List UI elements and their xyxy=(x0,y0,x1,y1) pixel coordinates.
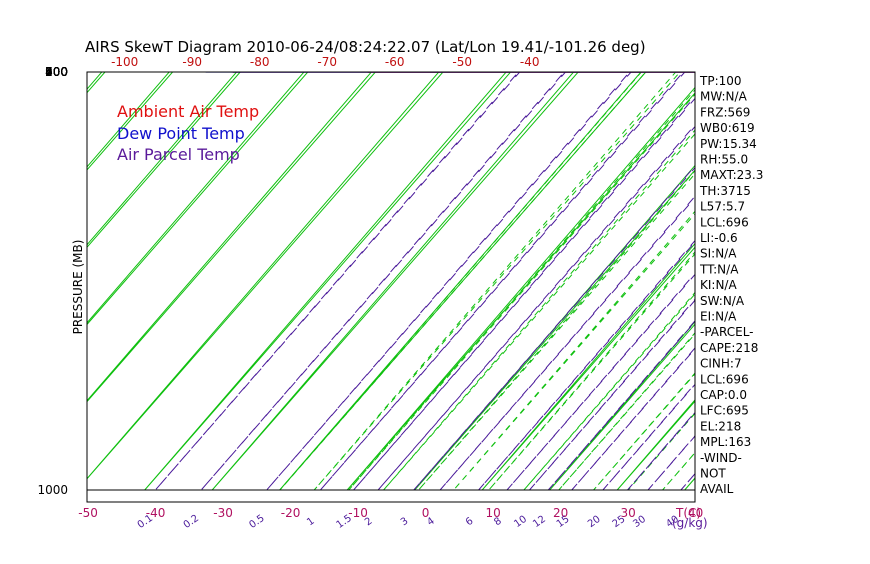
index-label: CINH:7 xyxy=(700,357,742,371)
index-label: RH:55.0 xyxy=(700,153,748,167)
index-label: FRZ:569 xyxy=(700,105,750,119)
top-temperature-tick-label: -90 xyxy=(182,55,202,69)
y-tick-label: 1000 xyxy=(37,483,68,497)
index-label: LCL:696 xyxy=(700,215,749,229)
index-label: LFC:695 xyxy=(700,404,749,418)
mixing-ratio-unit-label: (g/kg) xyxy=(672,516,708,530)
mixing-ratio-tick-label: 20 xyxy=(586,514,603,530)
mixing-ratio-tick-label: 0.5 xyxy=(247,513,266,531)
legend: Ambient Air Temp Dew Point Temp Air Parc… xyxy=(117,102,259,164)
moist-adiabat-line xyxy=(291,72,870,490)
mixing-ratio-tick-label: 8 xyxy=(492,516,504,529)
moist-adiabat-line xyxy=(196,72,766,490)
dry-adiabat-line xyxy=(0,72,667,490)
top-temperature-tick-label: -80 xyxy=(250,55,270,69)
bottom-temperature-tick-label: -50 xyxy=(78,506,98,520)
index-label: PW:15.34 xyxy=(700,137,757,151)
index-label: SW:N/A xyxy=(700,294,745,308)
y-axis-label: PRESSURE (MB) xyxy=(71,240,85,335)
mixing-ratio-tick-label: 0.2 xyxy=(182,513,201,531)
legend-ambient: Ambient Air Temp xyxy=(117,102,259,121)
top-temperature-tick-label: -50 xyxy=(452,55,472,69)
mixing-ratio-tick-label: 3 xyxy=(399,516,411,529)
index-label: CAP:0.0 xyxy=(700,388,747,402)
top-temperature-tick-label: -70 xyxy=(317,55,337,69)
dry-adiabat-line xyxy=(402,72,870,490)
index-label: SI:N/A xyxy=(700,247,737,261)
mixing-ratio-tick-label: 4 xyxy=(425,516,437,529)
index-label: EL:218 xyxy=(700,419,741,433)
index-label: MW:N/A xyxy=(700,90,748,104)
chart-title: AIRS SkewT Diagram 2010-06-24/08:24:22.0… xyxy=(85,38,646,56)
index-label: EI:N/A xyxy=(700,310,737,324)
mixing-ratio-tick-label: 1 xyxy=(305,516,317,529)
index-label: L57:5.7 xyxy=(700,200,745,214)
dry-adiabat-line xyxy=(333,72,870,490)
index-label: KI:N/A xyxy=(700,278,737,292)
mixing-ratio-line xyxy=(267,72,634,490)
index-label: -PARCEL- xyxy=(700,325,754,339)
index-label: MPL:163 xyxy=(700,435,751,449)
index-label: LI:-0.6 xyxy=(700,231,738,245)
moist-adiabat-line xyxy=(196,72,699,490)
mixing-ratio-tick-label: 2 xyxy=(363,516,375,529)
dry-adiabat-line xyxy=(264,72,870,490)
top-temperature-tick-label: -60 xyxy=(385,55,405,69)
index-label: -WIND- xyxy=(700,451,742,465)
bottom-temperature-tick-label: -20 xyxy=(281,506,301,520)
moist-adiabat-lines xyxy=(195,72,870,490)
mixing-ratio-tick-label: 10 xyxy=(512,514,529,530)
index-label: AVAIL xyxy=(700,482,734,496)
index-label: MAXT:23.3 xyxy=(700,168,763,182)
mixing-ratio-line xyxy=(648,72,870,490)
index-label: WB0:619 xyxy=(700,121,755,135)
legend-dewpoint: Dew Point Temp xyxy=(117,124,245,143)
top-temperature-tick-label: -100 xyxy=(111,55,138,69)
dry-adiabat-line xyxy=(0,72,51,490)
index-label: TP:100 xyxy=(699,74,742,88)
mixing-ratio-line xyxy=(507,72,870,490)
moist-adiabat-line xyxy=(195,72,665,490)
dry-adiabat-line xyxy=(0,72,120,490)
index-label: NOT xyxy=(700,467,726,481)
mixing-ratio-lines xyxy=(155,72,870,490)
y-tick-label: 900 xyxy=(45,65,68,79)
legend-parcel: Air Parcel Temp xyxy=(117,145,240,164)
mixing-ratio-line xyxy=(320,72,688,490)
bottom-temperature-tick-label: -30 xyxy=(213,506,233,520)
index-label: TT:N/A xyxy=(699,262,739,276)
mixing-ratio-tick-label: 12 xyxy=(531,514,548,530)
top-temperature-ticks: -100 -90 -80 -70 -60 -50 -40 xyxy=(111,55,539,69)
index-label: LCL:696 xyxy=(700,372,749,386)
dry-adiabat-line xyxy=(368,72,870,490)
index-label: TH:3715 xyxy=(699,184,751,198)
index-label: CAPE:218 xyxy=(700,341,758,355)
mixing-ratio-tick-label: 6 xyxy=(464,516,476,529)
top-temperature-tick-label: -40 xyxy=(520,55,540,69)
moist-adiabat-line xyxy=(234,72,867,490)
